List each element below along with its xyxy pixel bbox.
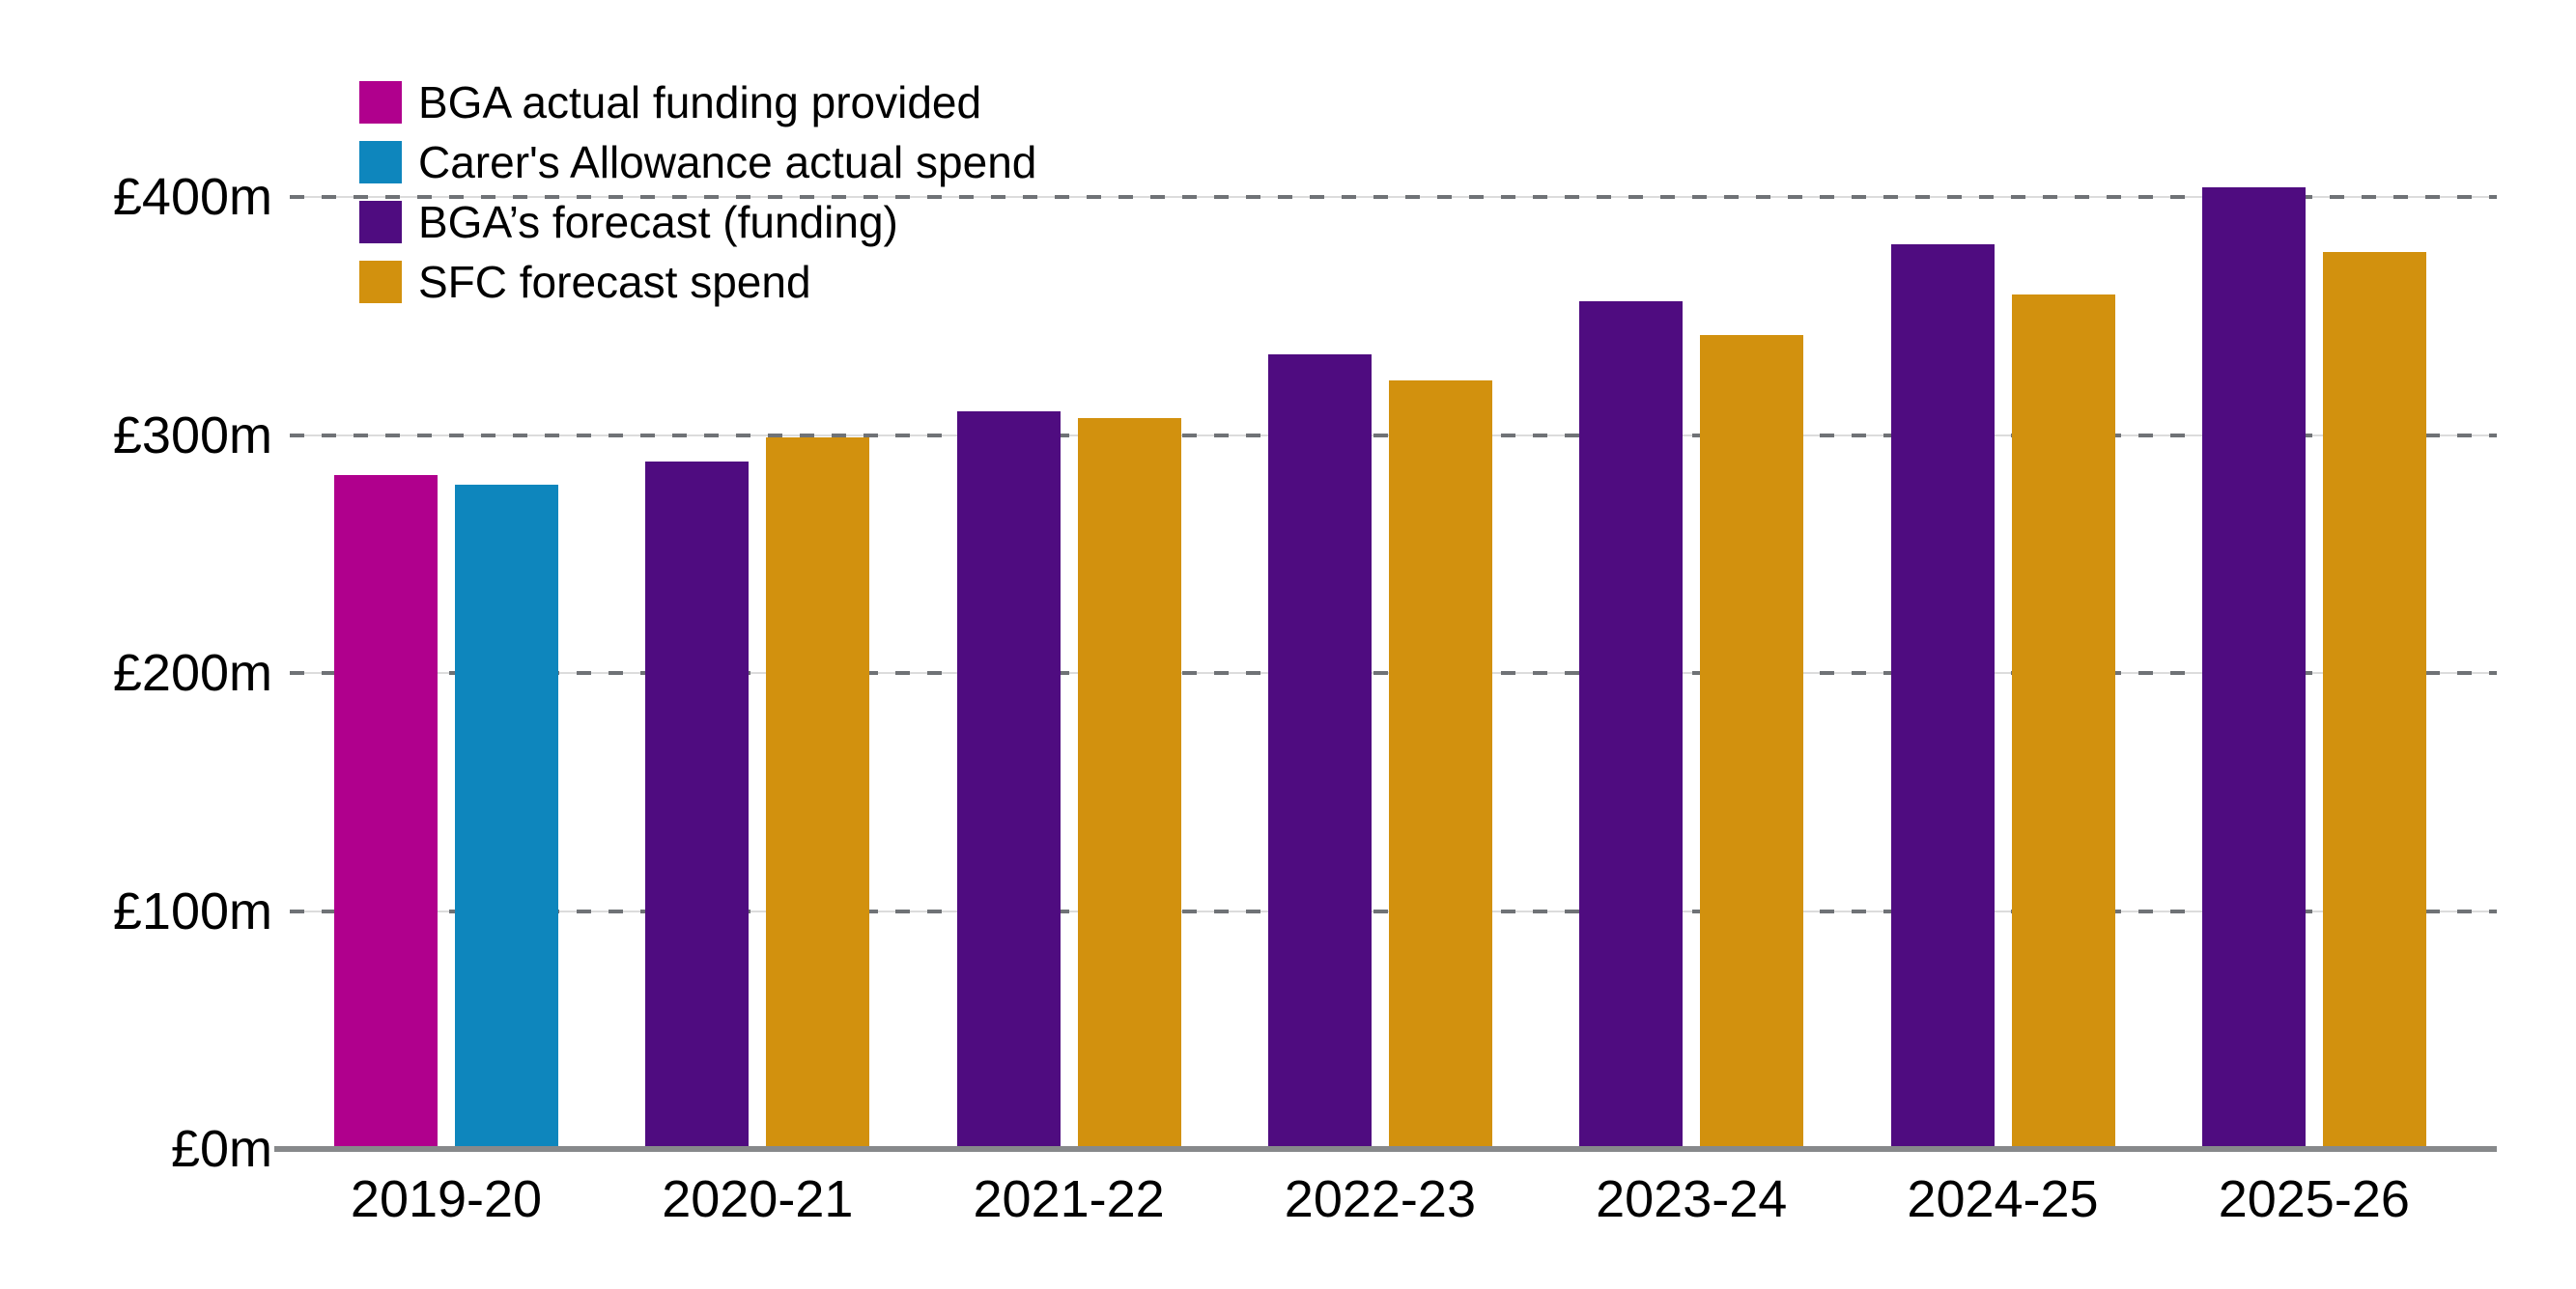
- bar-2024-25-SFC forecast spend: [2011, 294, 2115, 1149]
- legend-item: Carer's Allowance actual spend: [359, 137, 1037, 187]
- bar-2020-21-BGA’s forecast (funding): [645, 461, 750, 1149]
- legend-item: BGA actual funding provided: [359, 77, 1036, 127]
- bar-2019-20-BGA actual funding provided: [334, 475, 438, 1149]
- legend-label: SFC forecast spend: [418, 257, 811, 307]
- bar-2025-26-BGA’s forecast (funding): [2201, 187, 2306, 1149]
- legend-label: BGA’s forecast (funding): [418, 197, 898, 247]
- x-tick-label: 2024-25: [1907, 1170, 2099, 1228]
- x-tick-label: 2022-23: [1284, 1170, 1476, 1228]
- x-tick-label: 2023-24: [1596, 1170, 1788, 1228]
- bar-2024-25-BGA’s forecast (funding): [1890, 244, 1995, 1149]
- y-tick-label: £400m: [112, 168, 272, 226]
- bar-2023-24-BGA’s forecast (funding): [1579, 301, 1684, 1149]
- legend-label: Carer's Allowance actual spend: [418, 137, 1037, 187]
- bar-2021-22-SFC forecast spend: [1077, 418, 1181, 1149]
- bar-2025-26-SFC forecast spend: [2322, 251, 2426, 1149]
- legend-label: BGA actual funding provided: [418, 77, 982, 127]
- gridline-£400m: [290, 195, 2497, 199]
- y-tick-label: £100m: [112, 882, 272, 940]
- bar-2022-23-BGA’s forecast (funding): [1267, 353, 1372, 1149]
- y-tick-label: £300m: [112, 406, 272, 464]
- x-tick-label: 2021-22: [973, 1170, 1165, 1228]
- legend-item: BGA’s forecast (funding): [359, 197, 1036, 247]
- chart-legend: BGA actual funding provided Carer's Allo…: [359, 77, 1037, 321]
- bar-2023-24-SFC forecast spend: [1700, 334, 1804, 1149]
- legend-swatch: [359, 201, 402, 243]
- legend-swatch: [359, 261, 402, 303]
- bar-2022-23-SFC forecast spend: [1388, 379, 1492, 1149]
- y-tick-label: £200m: [112, 644, 272, 702]
- y-tick-label: £0m: [170, 1120, 272, 1178]
- legend-swatch: [359, 141, 402, 183]
- legend-item: SFC forecast spend: [359, 257, 1036, 307]
- bar-2019-20-Carer's Allowance actual spend: [455, 485, 558, 1149]
- x-tick-label: 2020-21: [662, 1170, 854, 1228]
- legend-swatch: [359, 81, 402, 124]
- bar-2020-21-SFC forecast spend: [766, 436, 870, 1149]
- x-axis-baseline: [274, 1146, 2497, 1152]
- x-tick-label: 2019-20: [350, 1170, 543, 1228]
- x-tick-label: 2025-26: [2218, 1170, 2410, 1228]
- bar-2021-22-BGA’s forecast (funding): [956, 410, 1061, 1149]
